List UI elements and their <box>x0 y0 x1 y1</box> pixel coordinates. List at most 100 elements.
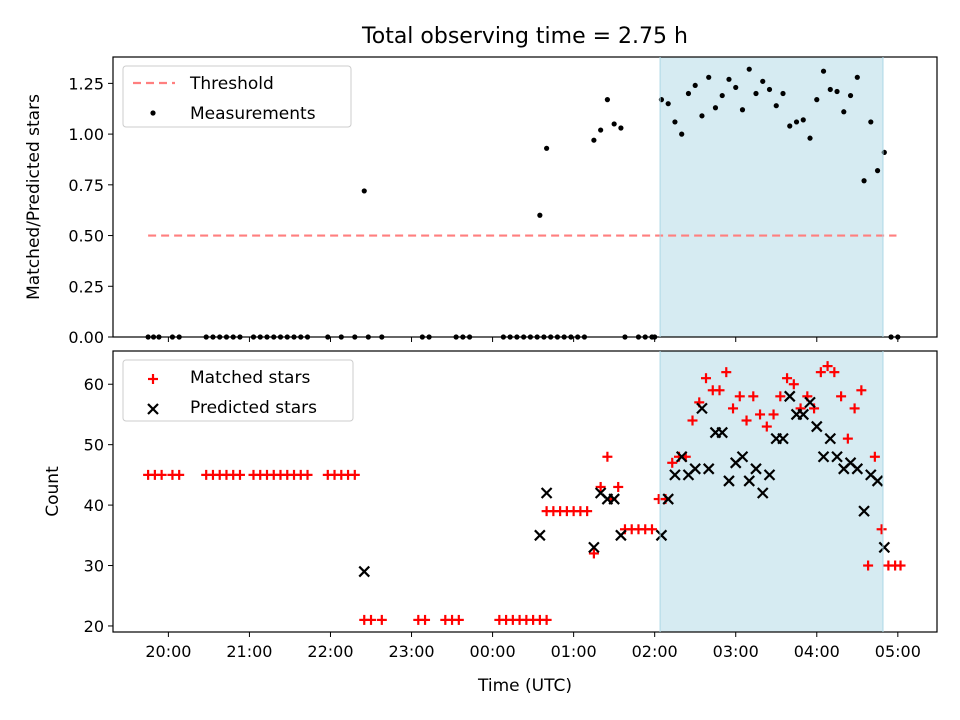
legend-matched-swatch <box>148 374 158 384</box>
y-tick-label: 1.00 <box>68 125 104 144</box>
x-marker-stroke <box>858 505 870 517</box>
legend-label: Matched stars <box>190 368 310 388</box>
matched-star-point <box>822 361 833 372</box>
predicted-star-point <box>763 469 776 481</box>
y-tick-label: 60 <box>84 375 104 394</box>
x-marker-stroke <box>675 450 688 463</box>
measurement-point <box>746 66 752 72</box>
predicted-star-point <box>797 408 810 421</box>
matched-star-point <box>728 403 739 414</box>
measurement-point <box>760 78 766 84</box>
predicted-star-point <box>817 450 830 463</box>
predicted-star-point <box>540 487 553 499</box>
matched-star-point <box>768 409 779 420</box>
x-marker-stroke <box>358 565 371 578</box>
x-marker-stroke <box>534 529 546 542</box>
x-marker-stroke <box>797 408 810 421</box>
matched-star-point <box>613 481 624 492</box>
measurement-point <box>665 101 671 107</box>
bottom-y-ticks: 20 30 40 50 60 <box>84 375 113 636</box>
x-marker-stroke <box>540 487 553 499</box>
x-tick-label: 03:00 <box>713 642 759 661</box>
y-tick-label: 50 <box>84 436 104 455</box>
predicted-star-point <box>669 469 681 481</box>
measurement-point <box>618 125 624 131</box>
matched-star-point <box>234 469 245 480</box>
predicted-star-point <box>675 450 688 463</box>
measurement-point <box>807 135 813 141</box>
matched-star-point <box>741 415 752 426</box>
measurement-point <box>361 188 367 194</box>
predicted-star-point <box>750 463 762 475</box>
matched-star-point <box>376 614 387 625</box>
top-observing-span <box>660 57 883 337</box>
top-axes-frame <box>112 56 938 338</box>
predicted-star-point <box>716 426 728 439</box>
x-marker-stroke <box>810 420 823 433</box>
matched-star-point <box>302 469 313 480</box>
matched-star-point <box>420 614 431 625</box>
measurement-point <box>598 127 604 133</box>
measurement-point <box>800 117 806 123</box>
x-axis-label: Time (UTC) <box>477 676 572 696</box>
x-marker-stroke <box>669 469 681 481</box>
x-marker-stroke <box>702 463 715 475</box>
y-tick-label: 0.00 <box>68 328 104 347</box>
matched-star-point <box>761 421 772 432</box>
x-marker-stroke <box>831 450 843 463</box>
bottom-observing-span <box>660 351 883 632</box>
measurement-point <box>868 119 874 125</box>
y-tick-label: 30 <box>84 557 104 576</box>
bottom-plot-layer <box>143 361 906 625</box>
measurement-point <box>854 74 860 80</box>
x-marker-stroke <box>147 403 159 415</box>
y-tick-label: 20 <box>84 617 104 636</box>
x-marker-stroke <box>871 475 884 487</box>
bottom-y-axis-label: Count <box>43 466 63 517</box>
measurement-point <box>847 92 854 99</box>
x-tick-label: 05:00 <box>875 642 921 661</box>
x-marker-stroke <box>588 541 600 554</box>
predicted-star-point <box>655 529 668 542</box>
legend-label: Measurements <box>190 104 316 124</box>
predicted-star-point <box>824 432 837 445</box>
y-tick-label: 0.75 <box>68 176 104 195</box>
matched-star-point <box>541 614 552 625</box>
predicted-star-point <box>783 390 796 403</box>
matched-star-point <box>869 451 880 462</box>
predicted-star-point <box>723 475 735 487</box>
x-marker-stroke <box>608 493 620 505</box>
measurement-point <box>544 145 550 151</box>
predicted-star-point <box>689 463 701 475</box>
measurement-point <box>685 90 692 97</box>
predicted-star-point <box>615 529 627 542</box>
x-marker-stroke <box>824 432 837 445</box>
measurement-point <box>753 90 759 97</box>
matched-star-point <box>895 560 906 571</box>
matched-star-point <box>366 614 377 625</box>
x-marker-stroke <box>716 426 728 439</box>
x-marker-stroke <box>851 463 864 475</box>
x-tick-label: 04:00 <box>794 642 840 661</box>
measurement-point <box>820 68 827 74</box>
predicted-star-point <box>851 463 864 475</box>
measurement-point <box>841 109 847 115</box>
top-legend: Threshold Measurements <box>122 65 352 128</box>
predicted-star-point <box>358 565 371 578</box>
matched-star-point <box>849 403 860 414</box>
bottom-panel: 20 30 40 50 60 20:00 21:00 22:00 23:00 00:00 01:0… <box>43 350 938 661</box>
matched-star-point <box>788 379 799 390</box>
predicted-star-point <box>756 487 769 499</box>
x-marker-stroke <box>736 450 749 463</box>
predicted-star-point <box>831 450 843 463</box>
matched-star-point <box>829 367 840 378</box>
x-tick-label: 02:00 <box>632 642 678 661</box>
x-marker-stroke <box>844 457 857 469</box>
x-tick-label: 20:00 <box>145 642 191 661</box>
x-marker-stroke <box>723 475 735 487</box>
y-tick-label: 0.25 <box>68 277 104 296</box>
matched-star-point <box>349 469 360 480</box>
matched-star-point <box>646 524 657 535</box>
predicted-star-point <box>662 493 674 505</box>
measurement-point <box>611 121 617 127</box>
